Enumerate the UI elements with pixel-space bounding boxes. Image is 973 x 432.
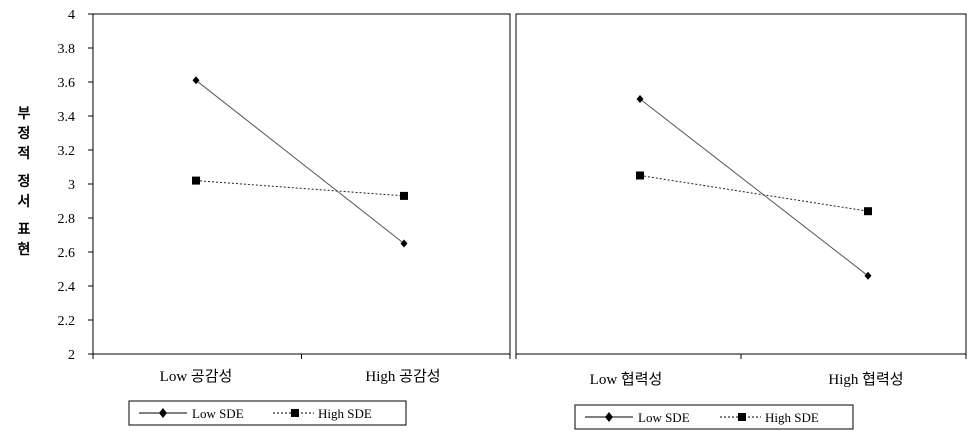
y-axis: 2 2.2 2.4 2.6 2.8 3 3.2 3.4 3.6 3.8 4 <box>58 8 93 363</box>
y-tick-label: 2.8 <box>58 212 76 227</box>
y-tick-label: 3.8 <box>58 42 76 57</box>
legend-high-sde-label: High SDE <box>318 406 372 421</box>
legend-low-sde-label: Low SDE <box>638 410 690 425</box>
y-tick-label: 3 <box>68 178 75 193</box>
x-category-label: Low 협력성 <box>590 371 663 388</box>
x-category-label: High 협력성 <box>828 371 903 388</box>
legend-high-sde-marker <box>738 413 746 421</box>
y-tick-label: 2.4 <box>58 280 76 295</box>
x-category-label: Low 공감성 <box>160 368 233 385</box>
panel-cooperation: Low 협력성 High 협력성 Low SDE High SDE <box>515 13 967 430</box>
y-tick-label: 3.2 <box>58 144 76 159</box>
y-tick-label: 3.6 <box>58 76 76 91</box>
legend-low-sde-marker <box>159 408 167 418</box>
data-point-high-sde <box>864 207 872 216</box>
data-point-high-sde <box>192 176 200 185</box>
series-high-sde-line <box>195 180 405 197</box>
plot-area <box>515 13 967 355</box>
legend-low-sde-label: Low SDE <box>192 406 244 421</box>
legend-high-sde-label: High SDE <box>765 410 819 425</box>
data-point-high-sde <box>636 171 644 180</box>
series-group <box>92 76 511 359</box>
y-tick-label: 2.6 <box>58 246 76 261</box>
x-category-label: High 공감성 <box>365 368 440 385</box>
y-tick-label: 3.4 <box>58 110 76 125</box>
data-point-high-sde <box>400 191 408 200</box>
data-point-low-sde <box>636 95 644 103</box>
plot-area <box>92 13 511 355</box>
data-point-low-sde <box>192 76 200 85</box>
legend-low-sde-marker <box>605 412 613 422</box>
y-tick-label: 4 <box>68 8 75 23</box>
legend: Low SDE High SDE <box>574 404 854 430</box>
y-tick-label: 2 <box>68 348 75 363</box>
data-point-low-sde <box>400 239 408 248</box>
series-low-sde-line <box>639 98 869 277</box>
legend-high-sde-marker <box>291 409 299 417</box>
legend: Low SDE High SDE <box>128 400 407 426</box>
panel-empathy: 2 2.2 2.4 2.6 2.8 3 3.2 3.4 3.6 3.8 4 Low 공감성 High… <box>58 8 511 426</box>
series-group <box>515 95 967 359</box>
y-tick-label: 2.2 <box>58 314 76 329</box>
data-point-low-sde <box>864 271 872 280</box>
series-high-sde-line <box>639 175 869 212</box>
series-low-sde-line <box>195 79 405 244</box>
